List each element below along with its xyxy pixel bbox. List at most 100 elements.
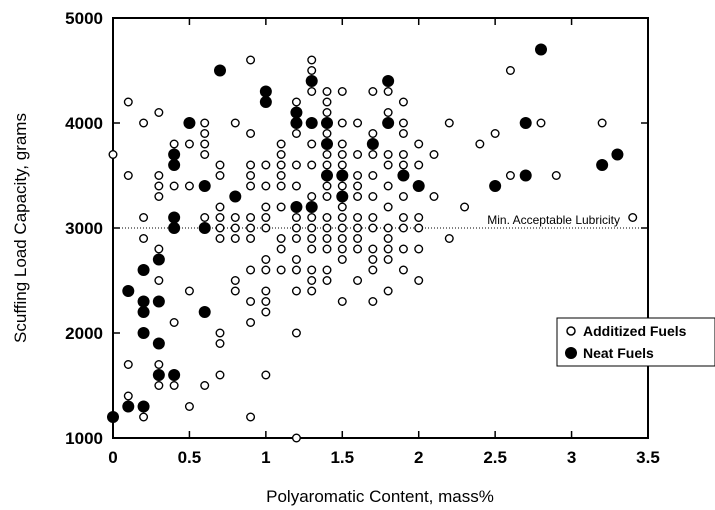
legend-marker-neat [565,347,577,359]
additized-fuel-point [261,307,271,317]
additized-fuel-point [398,160,408,170]
additized-fuel-point [307,265,317,275]
additized-fuel-point [139,118,149,128]
additized-fuel-point [398,97,408,107]
additized-fuel-point [460,202,470,212]
additized-fuel-point [322,191,332,201]
additized-fuel-point [307,223,317,233]
neat-fuel-point [259,96,272,108]
neat-fuel-point [321,138,333,150]
additized-fuel-point [337,139,347,149]
additized-fuel-point [291,265,301,275]
additized-fuel-point [398,149,408,159]
additized-fuel-point [322,107,332,117]
additized-fuel-point [307,191,317,201]
additized-fuel-point [307,86,317,96]
additized-fuel-point [337,254,347,264]
neat-fuel-point [198,180,211,192]
additized-fuel-point [307,160,317,170]
additized-fuel-point [444,118,454,128]
neat-fuel-point [336,169,349,182]
additized-fuel-point [230,233,240,243]
neat-fuel-point [122,400,135,413]
additized-fuel-point [154,170,164,180]
additized-fuel-point [353,233,363,243]
neat-fuel-point [611,148,624,161]
additized-fuel-point [353,191,363,201]
additized-fuel-point [291,160,301,170]
additized-fuel-point [291,223,301,233]
neat-fuel-point [137,327,150,339]
additized-fuel-point [291,181,301,191]
additized-fuel-point [444,233,454,243]
additized-fuel-point [215,370,225,380]
additized-fuel-point [139,412,149,422]
additized-fuel-point [322,233,332,243]
min-acceptable-lubricity-label: Min. Acceptable Lubricity [487,213,620,227]
additized-fuel-point [246,170,256,180]
additized-fuel-point [398,191,408,201]
additized-fuel-point [139,212,149,222]
additized-fuel-point [353,276,363,286]
additized-fuel-point [230,286,240,296]
additized-fuel-point [414,223,424,233]
additized-fuel-point [215,202,225,212]
additized-fuel-point [261,181,271,191]
additized-fuel-point [200,118,210,128]
additized-fuel-point [368,86,378,96]
additized-fuel-point [246,412,256,422]
additized-fuel-point [169,318,179,328]
additized-fuel-point [261,160,271,170]
additized-fuel-point [597,118,607,128]
additized-fuel-point [368,212,378,222]
additized-fuel-point [322,223,332,233]
neat-fuel-point [152,337,165,350]
additized-fuel-point [383,244,393,254]
additized-fuel-point [307,286,317,296]
neat-fuel-point [107,411,119,423]
additized-fuel-point [322,265,332,275]
additized-fuel-point [276,160,286,170]
additized-fuel-point [337,202,347,212]
additized-fuel-point [291,286,301,296]
additized-fuel-point [184,181,194,191]
additized-fuel-point [337,297,347,307]
additized-fuel-point [383,160,393,170]
additized-fuel-point [276,202,286,212]
additized-fuel-point [169,181,179,191]
y-axis-title: Scuffing Load Capacity, grams [11,113,30,343]
additized-fuel-point [383,202,393,212]
neat-fuel-point [321,169,333,182]
additized-fuel-point [383,233,393,243]
additized-fuel-point [246,265,256,275]
additized-fuel-point [307,55,317,65]
x-tick-label: 0 [108,448,117,467]
additized-fuel-point [353,212,363,222]
additized-fuel-point [291,233,301,243]
additized-fuel-point [414,276,424,286]
additized-fuel-point [246,318,256,328]
additized-fuel-point [383,254,393,264]
additized-fuel-point [276,170,286,180]
neat-fuel-point [489,180,502,192]
series-additized-fuels [108,55,638,443]
additized-fuel-point [139,233,149,243]
neat-fuel-point [366,138,379,150]
neat-fuel-point [168,222,181,234]
neat-fuel-point [198,306,211,318]
additized-fuel-point [184,402,194,412]
neat-fuel-point [214,64,226,77]
additized-fuel-point [307,139,317,149]
additized-fuel-point [123,97,133,107]
additized-fuel-point [353,118,363,128]
neat-fuel-point [397,169,410,182]
additized-fuel-point [337,86,347,96]
neat-fuel-point [382,117,395,129]
additized-fuel-point [353,223,363,233]
additized-fuel-point [505,65,515,75]
neat-fuel-point [137,295,150,308]
additized-fuel-point [414,160,424,170]
additized-fuel-point [337,181,347,191]
legend-label-additized: Additized Fuels [583,323,687,339]
neat-fuel-point [519,117,532,129]
